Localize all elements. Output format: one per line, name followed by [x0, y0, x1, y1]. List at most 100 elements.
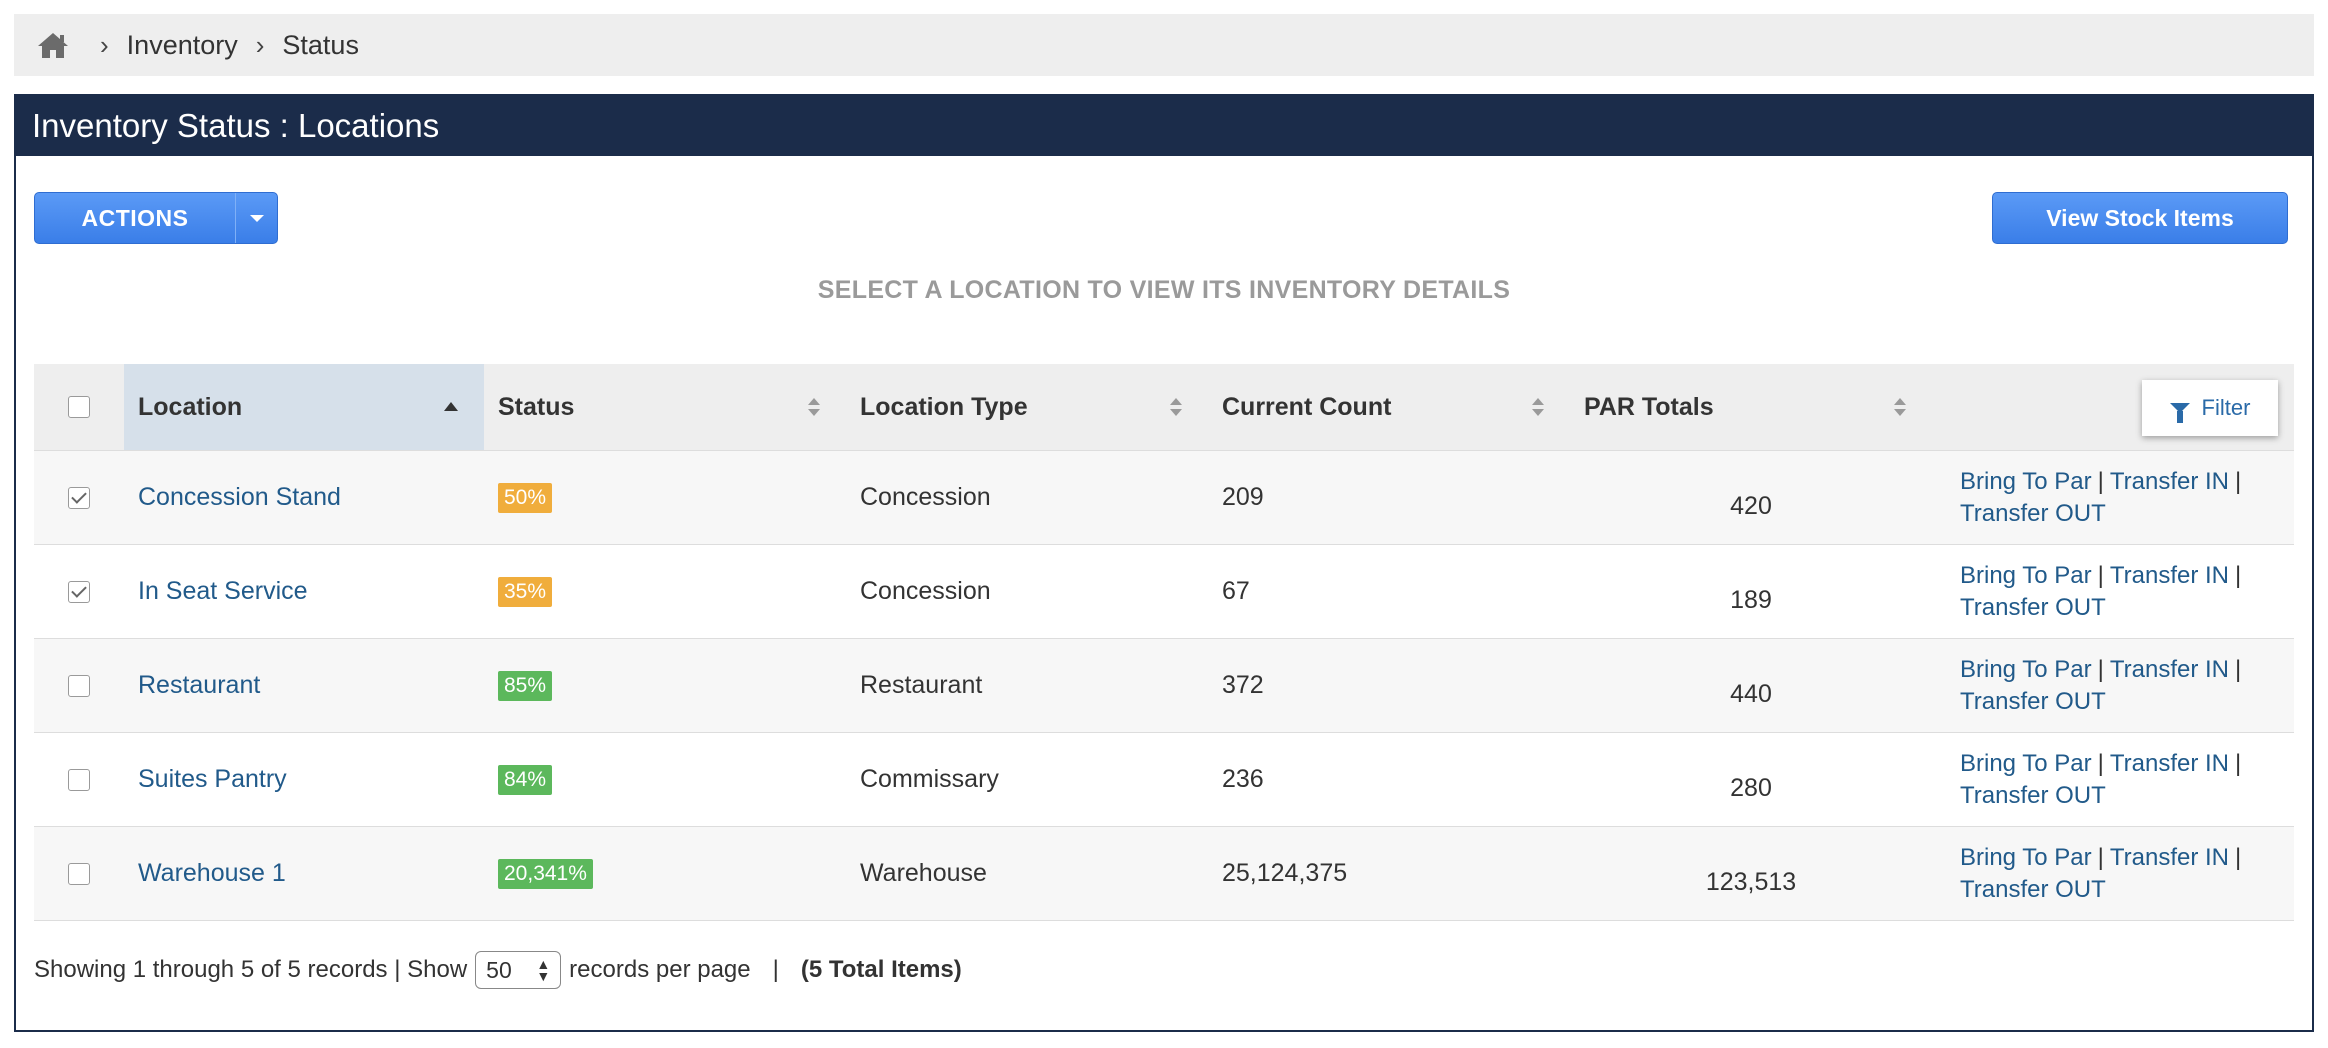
table-row[interactable]: Suites Pantry 84% Commissary 236 280 Bring To… — [34, 733, 2294, 827]
column-header-label: PAR Totals — [1584, 392, 1714, 421]
current-count-cell: 67 — [1222, 577, 1250, 605]
status-cell: 20,341% — [498, 827, 838, 920]
transfer-out-link[interactable]: Transfer OUT — [1960, 500, 2106, 527]
link-separator: | — [2235, 656, 2242, 683]
table-row[interactable]: Warehouse 1 20,341% Warehouse 25,124,375 123… — [34, 827, 2294, 921]
table-row[interactable]: Concession Stand 50% Concession 209 420 Bring… — [34, 451, 2294, 545]
location-link[interactable]: Concession Stand — [138, 483, 341, 511]
records-per-page-select[interactable]: 50 ▲ ▼ — [475, 951, 562, 989]
link-separator: | — [2097, 844, 2104, 871]
pagination-footer: Showing 1 through 5 of 5 records | Show … — [34, 951, 962, 989]
location-cell: Suites Pantry — [138, 733, 478, 826]
status-badge: 20,341% — [498, 858, 593, 889]
row-checkbox[interactable] — [68, 674, 90, 697]
row-select-cell — [34, 827, 124, 920]
row-actions-cell: Bring To Par | Transfer IN | Transfer OUT — [1960, 827, 2290, 920]
par-totals-cell: 440 — [1730, 680, 1772, 708]
chevron-right-icon: › — [100, 29, 109, 60]
transfer-out-link[interactable]: Transfer OUT — [1960, 688, 2106, 715]
table-row[interactable]: In Seat Service 35% Concession 67 189 Bring T… — [34, 545, 2294, 639]
location-link[interactable]: Warehouse 1 — [138, 859, 286, 887]
transfer-out-link[interactable]: Transfer OUT — [1960, 594, 2106, 621]
row-select-cell — [34, 451, 124, 544]
chevron-down-icon — [249, 214, 264, 222]
records-per-page-label: records per page — [569, 956, 751, 983]
transfer-in-link[interactable]: Transfer IN — [2109, 656, 2229, 683]
column-header-location-type[interactable]: Location Type — [846, 364, 1208, 450]
column-header-label: Status — [498, 392, 575, 421]
link-separator: | — [2097, 562, 2104, 589]
location-link[interactable]: Suites Pantry — [138, 765, 287, 793]
par-totals-cell: 280 — [1730, 774, 1772, 802]
link-separator: | — [2235, 844, 2242, 871]
par-totals-cell: 123,513 — [1705, 868, 1797, 896]
link-separator: | — [2097, 750, 2104, 777]
link-separator: | — [2235, 468, 2242, 495]
row-actions-cell: Bring To Par | Transfer IN | Transfer OUT — [1960, 639, 2290, 732]
location-link[interactable]: Restaurant — [138, 671, 261, 699]
sort-ascending-icon — [444, 402, 458, 411]
filter-button[interactable]: Filter — [2142, 380, 2278, 436]
bring-to-par-link[interactable]: Bring To Par — [1960, 468, 2092, 495]
location-cell: Concession Stand — [138, 451, 478, 544]
status-cell: 50% — [498, 451, 838, 544]
status-cell: 35% — [498, 545, 838, 638]
transfer-in-link[interactable]: Transfer IN — [2109, 844, 2229, 871]
select-all-cell — [34, 364, 124, 450]
status-badge: 50% — [498, 482, 553, 513]
actions-caret-button[interactable] — [235, 193, 277, 243]
select-all-checkbox[interactable] — [68, 396, 90, 418]
column-header-location[interactable]: Location — [124, 364, 484, 450]
bring-to-par-link[interactable]: Bring To Par — [1960, 562, 2092, 589]
sort-icon — [1894, 398, 1906, 418]
column-header-status[interactable]: Status — [484, 364, 846, 450]
current-count-cell: 25,124,375 — [1222, 859, 1348, 887]
column-header-par-totals[interactable]: PAR Totals — [1570, 364, 1932, 450]
status-badge: 85% — [498, 670, 553, 701]
transfer-in-link[interactable]: Transfer IN — [2109, 562, 2229, 589]
table-body: Concession Stand 50% Concession 209 420 Bring… — [34, 451, 2294, 921]
location-cell: Restaurant — [138, 639, 478, 732]
status-cell: 85% — [498, 639, 838, 732]
row-checkbox[interactable] — [68, 862, 90, 885]
current-count-cell: 209 — [1222, 483, 1264, 511]
transfer-out-link[interactable]: Transfer OUT — [1960, 782, 2106, 809]
status-badge: 35% — [498, 576, 553, 607]
footer-separator: | — [772, 956, 779, 983]
select-location-hint: SELECT A LOCATION TO VIEW ITS INVENTORY … — [817, 276, 1511, 304]
location-type-cell: Concession — [860, 577, 991, 605]
row-actions-cell: Bring To Par | Transfer IN | Transfer OUT — [1960, 545, 2290, 638]
breadcrumb: › Inventory › Status — [14, 14, 2314, 76]
column-header-current-count[interactable]: Current Count — [1208, 364, 1570, 450]
row-checkbox[interactable] — [68, 486, 90, 509]
row-actions-cell: Bring To Par | Transfer IN | Transfer OUT — [1960, 733, 2290, 826]
table-row[interactable]: Restaurant 85% Restaurant 372 440 Bring To Pa… — [34, 639, 2294, 733]
home-icon[interactable] — [36, 30, 70, 60]
transfer-out-link[interactable]: Transfer OUT — [1960, 876, 2106, 903]
transfer-in-link[interactable]: Transfer IN — [2109, 750, 2229, 777]
transfer-in-link[interactable]: Transfer IN — [2109, 468, 2229, 495]
sort-icon — [1170, 398, 1182, 418]
row-select-cell — [34, 733, 124, 826]
breadcrumb-item-inventory[interactable]: Inventory — [126, 29, 238, 60]
actions-button-label[interactable]: ACTIONS — [81, 205, 189, 231]
row-checkbox[interactable] — [68, 580, 90, 603]
view-stock-items-button[interactable]: View Stock Items — [1992, 192, 2288, 244]
status-cell: 84% — [498, 733, 838, 826]
actions-dropdown-button[interactable]: ACTIONS — [34, 192, 278, 244]
page-title: Inventory Status : Locations — [16, 96, 2312, 156]
location-cell: In Seat Service — [138, 545, 478, 638]
location-type-cell: Restaurant — [860, 671, 983, 699]
bring-to-par-link[interactable]: Bring To Par — [1960, 750, 2092, 777]
row-checkbox[interactable] — [68, 768, 90, 791]
total-items: (5 Total Items) — [800, 956, 962, 983]
bring-to-par-link[interactable]: Bring To Par — [1960, 844, 2092, 871]
locations-table: Location Status Location Type Current Co… — [34, 364, 2294, 921]
records-summary: Showing 1 through 5 of 5 records | Show — [34, 956, 468, 983]
bring-to-par-link[interactable]: Bring To Par — [1960, 656, 2092, 683]
filter-button-label: Filter — [2201, 395, 2251, 420]
par-totals-cell: 420 — [1730, 492, 1772, 520]
link-separator: | — [2235, 750, 2242, 777]
records-per-page-value: 50 — [486, 956, 512, 983]
location-link[interactable]: In Seat Service — [138, 577, 308, 605]
